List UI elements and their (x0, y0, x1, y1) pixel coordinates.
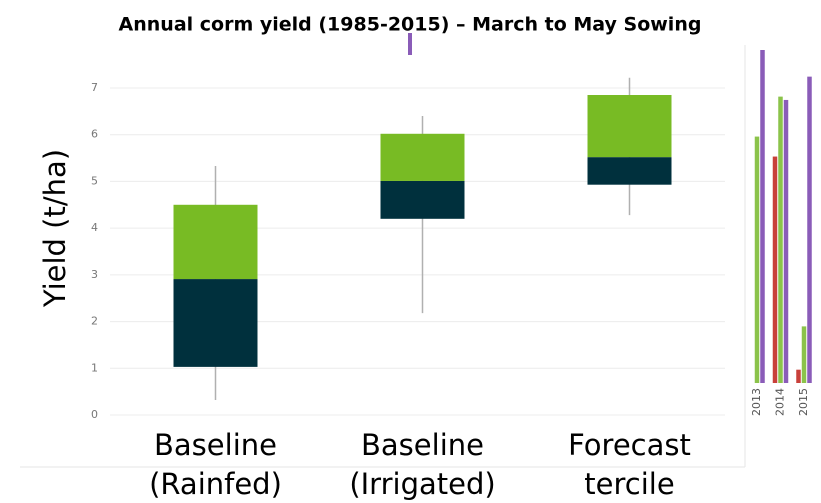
y-axis-label: Yield (t/ha) (38, 149, 72, 308)
box-lower (173, 279, 258, 367)
x-tick-label: Forecast (568, 428, 691, 462)
x-tick-label: tercile (584, 467, 674, 501)
bar (754, 136, 760, 383)
chart-title: Annual corm yield (1985-2015) – March to… (119, 14, 702, 36)
bar (807, 76, 812, 383)
x-tick-label: 2014 (774, 388, 787, 416)
box-lower (587, 157, 672, 185)
y-tick-label: 4 (91, 221, 98, 234)
x-tick-label: (Irrigated) (349, 467, 495, 501)
bar (760, 50, 765, 383)
bar (796, 369, 801, 383)
bar (772, 156, 778, 383)
box-lower (380, 180, 465, 219)
x-tick-label: 2013 (750, 388, 763, 416)
y-tick-label: 5 (91, 174, 98, 187)
x-tick-label: Baseline (361, 428, 484, 462)
box-upper (380, 133, 465, 181)
bar (801, 326, 807, 383)
y-tick-label: 7 (91, 81, 98, 94)
bar (778, 96, 783, 384)
y-tick-label: 6 (91, 128, 98, 141)
y-tick-label: 2 (91, 315, 98, 328)
bar (783, 99, 789, 383)
box-upper (173, 204, 258, 280)
y-tick-label: 0 (91, 408, 98, 421)
y-tick-label: 1 (91, 361, 98, 374)
box-upper (587, 95, 672, 158)
x-tick-label: 2015 (797, 388, 810, 416)
y-tick-label: 3 (91, 268, 98, 281)
x-tick-label: Baseline (154, 428, 277, 462)
cropped-chart: 2013 2014 2015 (750, 50, 812, 416)
x-tick-label: (Rainfed) (149, 467, 282, 501)
cropped-bar-fragment (408, 33, 412, 55)
